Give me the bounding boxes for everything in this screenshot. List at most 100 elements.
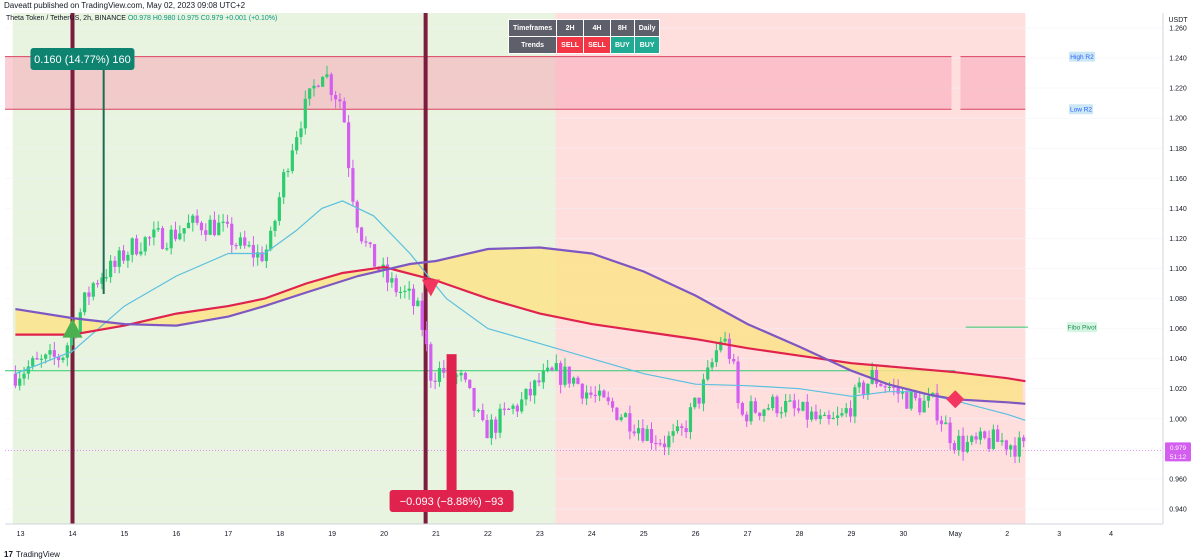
candle-body <box>44 354 48 359</box>
candle-body <box>671 431 675 436</box>
y-tick-label: 1.160 <box>1169 176 1187 183</box>
y-tick-label: 1.260 <box>1169 26 1187 33</box>
y-tick-label: 1.000 <box>1169 416 1187 423</box>
candle-body <box>771 396 775 409</box>
candle-body <box>1022 437 1026 442</box>
candle-body <box>96 283 100 285</box>
candle-body <box>225 221 230 224</box>
candle-body <box>524 388 528 400</box>
countdown-label-text: 51:12 <box>1170 454 1187 461</box>
ema-slow-line <box>15 246 1026 405</box>
candle-body <box>468 379 472 389</box>
candle <box>507 407 511 410</box>
candle <box>225 214 230 228</box>
candle-body <box>654 442 658 445</box>
candle <box>100 272 104 290</box>
candle-body <box>974 436 978 440</box>
candle-body <box>779 412 783 414</box>
candle-body <box>403 290 407 293</box>
candle <box>533 379 537 404</box>
candle <box>645 425 649 442</box>
candle-body <box>416 300 420 307</box>
x-tick-label: 4 <box>1109 531 1113 538</box>
candle-body <box>429 344 433 381</box>
candle-body <box>870 369 874 384</box>
candle-body <box>541 370 545 383</box>
candle-body <box>697 397 701 404</box>
candle <box>779 406 783 419</box>
x-tick-label: 3 <box>1057 531 1061 538</box>
candle <box>835 406 840 426</box>
candle <box>606 391 610 406</box>
candle <box>762 408 766 422</box>
candle-body <box>732 358 736 362</box>
tf-2h: 2H <box>556 19 585 37</box>
candle <box>939 415 944 432</box>
candle <box>277 192 281 226</box>
candle <box>680 423 684 436</box>
candle-body <box>57 356 61 361</box>
candle-body <box>797 408 801 411</box>
candle <box>654 435 658 451</box>
candle <box>1009 444 1013 458</box>
candle-body <box>186 222 191 229</box>
candle <box>784 393 788 417</box>
candle <box>321 76 325 87</box>
candle <box>139 242 143 257</box>
candle-body <box>758 412 762 417</box>
x-tick-label: 16 <box>172 531 180 538</box>
candle-body <box>455 375 459 377</box>
candle <box>329 72 333 102</box>
candle-body <box>861 382 866 395</box>
candle <box>952 440 957 454</box>
timeframes-row: Timeframes 2H 4H 8H Daily <box>507 19 661 37</box>
candle-body <box>1009 445 1013 450</box>
long-measure-label: 0.160 (14.77%) 160 <box>30 48 135 70</box>
candle-body <box>372 244 377 267</box>
candle-body <box>238 237 243 246</box>
candle <box>230 217 234 253</box>
candle-body <box>502 408 506 410</box>
candle-body <box>191 215 195 223</box>
candle-body <box>636 428 641 434</box>
candle-body <box>939 420 944 425</box>
candle-body <box>385 264 390 283</box>
candle <box>957 429 961 456</box>
candle <box>204 223 208 242</box>
candle-body <box>433 380 437 382</box>
candle <box>649 422 654 450</box>
candle <box>191 213 195 232</box>
candle <box>745 411 749 428</box>
publish-header: Daveatt published on TradingView.com, Ma… <box>4 1 246 10</box>
candle-body <box>165 248 169 250</box>
candle-body <box>593 394 597 397</box>
candle-body <box>303 98 307 129</box>
last-price-label-text: 0.979 <box>1170 445 1187 452</box>
candle-body <box>727 338 731 359</box>
candle-body <box>918 398 922 413</box>
candle <box>710 358 714 371</box>
x-tick-label: 18 <box>276 531 284 538</box>
candle <box>290 143 294 174</box>
candle <box>394 274 398 297</box>
candle <box>723 331 727 345</box>
diamond-signal-icon <box>946 390 965 409</box>
candle <box>706 360 710 382</box>
candle-body <box>701 379 706 404</box>
x-tick-label: 21 <box>432 531 440 538</box>
y-tick-label: 1.240 <box>1169 56 1187 63</box>
candle-body <box>498 408 502 433</box>
candle <box>792 393 796 417</box>
candle <box>403 285 407 299</box>
candle-body <box>221 221 225 223</box>
candle-body <box>814 411 818 420</box>
trend-4h: SELL <box>583 36 611 54</box>
candle-body <box>351 168 355 202</box>
candle <box>736 356 740 409</box>
candle <box>372 244 377 267</box>
candle <box>563 358 567 388</box>
candle <box>195 209 199 226</box>
candle <box>217 214 221 236</box>
candle-body <box>139 251 143 255</box>
